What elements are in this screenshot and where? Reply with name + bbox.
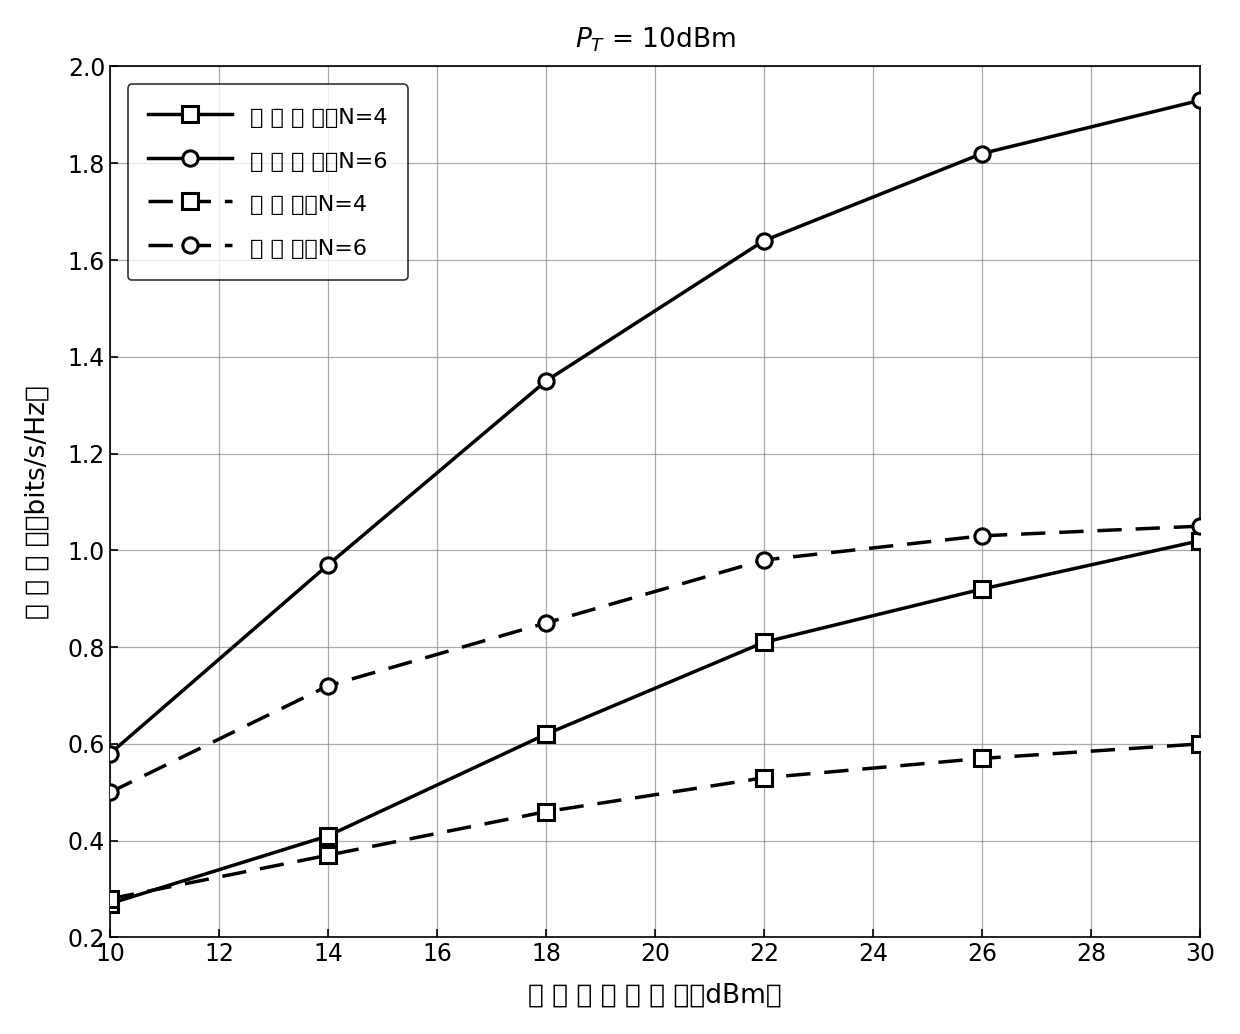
Line: 联 合 策 略，N=6: 联 合 策 略，N=6	[103, 93, 1208, 761]
仅 中 继，N=4	[538, 805, 553, 818]
联 合 策 略，N=6	[321, 558, 336, 571]
仅 中 继，N=4	[756, 771, 771, 784]
联 合 策 略，N=4	[1193, 535, 1208, 547]
仅 中 继，N=6	[756, 554, 771, 567]
联 合 策 略，N=4	[103, 898, 118, 910]
Line: 仅 中 继，N=4: 仅 中 继，N=4	[103, 736, 1208, 907]
Legend: 联 合 策 略，N=4, 联 合 策 略，N=6, 仅 中 继，N=4, 仅 中 继，N=6: 联 合 策 略，N=4, 联 合 策 略，N=6, 仅 中 继，N=4, 仅 中…	[128, 84, 408, 280]
Y-axis label: 安 全 速 率（bits/s/Hz）: 安 全 速 率（bits/s/Hz）	[25, 385, 51, 619]
Title: $P_T$ = 10dBm: $P_T$ = 10dBm	[574, 25, 735, 54]
Line: 联 合 策 略，N=4: 联 合 策 略，N=4	[103, 534, 1208, 911]
仅 中 继，N=6	[321, 679, 336, 692]
联 合 策 略，N=4	[975, 583, 990, 596]
X-axis label: 中 间 节 点 总 功 率（dBm）: 中 间 节 点 总 功 率（dBm）	[528, 983, 782, 1009]
Line: 仅 中 继，N=6: 仅 中 继，N=6	[103, 518, 1208, 800]
联 合 策 略，N=6	[103, 748, 118, 760]
仅 中 继，N=6	[103, 786, 118, 798]
仅 中 继，N=6	[538, 616, 553, 629]
联 合 策 略，N=6	[756, 235, 771, 247]
联 合 策 略，N=4	[321, 829, 336, 842]
联 合 策 略，N=6	[1193, 94, 1208, 107]
仅 中 继，N=4	[321, 849, 336, 861]
联 合 策 略，N=4	[538, 728, 553, 740]
联 合 策 略，N=6	[538, 374, 553, 387]
联 合 策 略，N=6	[975, 147, 990, 159]
仅 中 继，N=4	[103, 892, 118, 905]
仅 中 继，N=4	[975, 752, 990, 764]
仅 中 继，N=6	[975, 529, 990, 542]
仅 中 继，N=4	[1193, 737, 1208, 750]
联 合 策 略，N=4	[756, 636, 771, 648]
仅 中 继，N=6	[1193, 520, 1208, 533]
